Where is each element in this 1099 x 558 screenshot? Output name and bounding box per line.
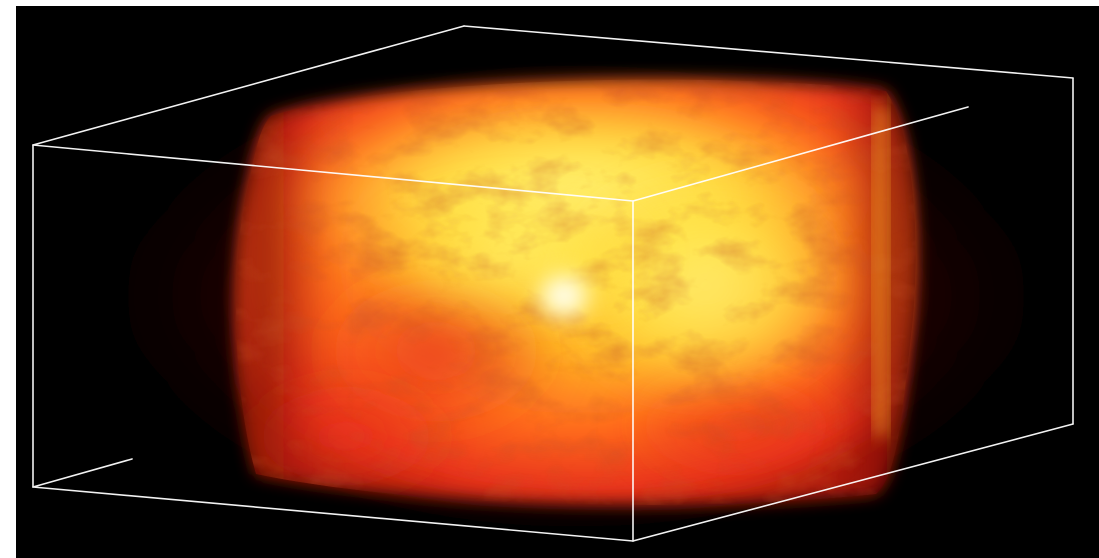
- hot-spot: [526, 262, 602, 330]
- emission-volume: [236, 79, 916, 505]
- volume-render-canvas: [16, 6, 1099, 558]
- volume-render-viewport: [16, 6, 1099, 558]
- bounding-box: [32, 25, 1074, 542]
